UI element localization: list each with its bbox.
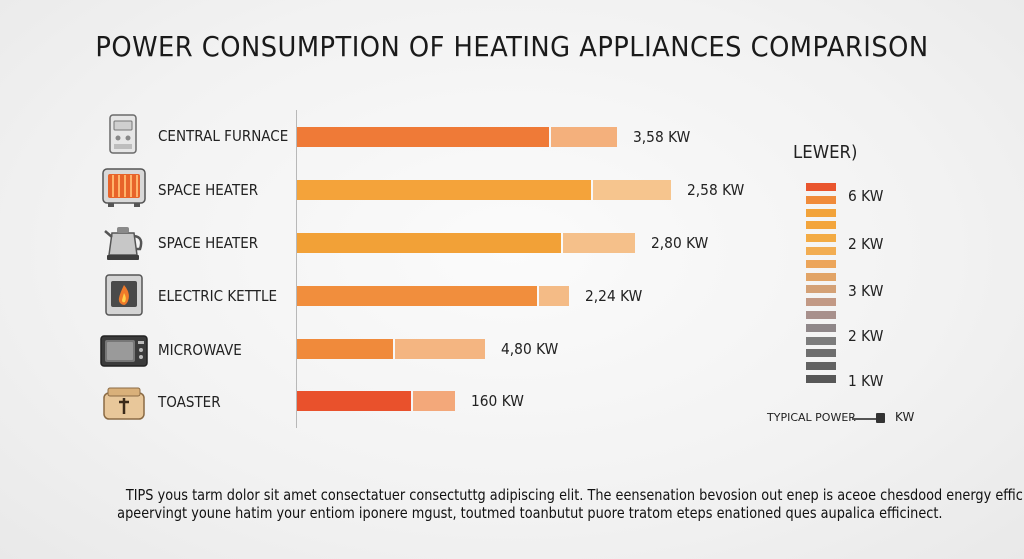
value-label-microwave: 4,80 KW	[501, 340, 559, 358]
bar-space-heater-1-typical	[297, 180, 591, 200]
typical-power-label: TYPICAL POWER	[767, 411, 856, 424]
legend-swatch	[806, 195, 836, 204]
legend-swatch	[806, 183, 836, 191]
bar-central-furnace-typical	[297, 127, 549, 147]
legend-swatch	[806, 375, 836, 383]
toaster-icon	[103, 387, 145, 420]
legend-swatch	[806, 323, 836, 332]
value-label-space-heater-1: 2,58 KW	[687, 181, 745, 199]
value-label-central-furnace: 3,58 KW	[633, 128, 691, 146]
legend-label-1kw: 1 KW	[848, 372, 884, 390]
bar-space-heater-1-range	[593, 180, 671, 200]
row-label-microwave: MICROWAVE	[158, 341, 242, 359]
legend-swatch	[806, 349, 836, 358]
bar-microwave-typical	[297, 339, 393, 359]
typical-power-unit: KW	[895, 410, 915, 424]
row-label-central-furnace: CENTRAL FURNACE	[158, 127, 289, 145]
legend-swatch	[806, 234, 836, 243]
legend-swatch	[806, 298, 836, 307]
furnace-icon	[109, 114, 137, 154]
tips-text-2: apeervingt youne hatim your entiom ipone…	[117, 504, 943, 522]
bar-electric-kettle-range	[539, 286, 569, 306]
legend-title: LEWER)	[793, 142, 858, 163]
row-label-space-heater-2: SPACE HEATER	[158, 234, 259, 252]
space-heater-icon	[102, 168, 146, 207]
typical-power-line	[852, 418, 876, 420]
legend-swatch	[806, 362, 836, 371]
legend-label-2kw-upper: 2 KW	[848, 235, 884, 253]
row-label-space-heater-1: SPACE HEATER	[158, 181, 259, 199]
legend-label-2kw-lower: 2 KW	[848, 327, 884, 345]
typical-power-marker-icon	[876, 413, 885, 423]
fireplace-heater-icon	[105, 274, 143, 316]
legend-swatch	[806, 336, 836, 345]
tips-text-1: TIPS yous tarm dolor sit amet consectatu…	[125, 486, 1024, 504]
legend-label-3kw: 3 KW	[848, 282, 884, 300]
legend-label-6kw: 6 KW	[848, 187, 884, 205]
bar-electric-kettle-typical	[297, 286, 537, 306]
bar-toaster-range	[413, 391, 455, 411]
legend-swatch	[806, 311, 836, 319]
legend-swatch	[806, 259, 836, 268]
legend-swatch	[806, 285, 836, 294]
legend-swatch	[806, 221, 836, 230]
tips-line-1: TIPS yous tarm dolor sit amet consectatu…	[50, 486, 1024, 504]
bar-toaster-typical	[297, 391, 411, 411]
legend-swatch	[806, 208, 836, 217]
bar-space-heater-2-typical	[297, 233, 561, 253]
row-label-toaster: TOASTER	[158, 393, 221, 411]
legend-swatch	[806, 272, 836, 281]
y-axis-line	[296, 110, 297, 428]
bar-central-furnace-range	[551, 127, 617, 147]
value-label-space-heater-2: 2,80 KW	[651, 234, 709, 252]
bar-space-heater-2-range	[563, 233, 635, 253]
value-label-toaster: 160 KW	[471, 392, 524, 410]
kettle-icon	[104, 227, 143, 260]
legend-swatch	[806, 247, 836, 255]
microwave-icon	[100, 335, 148, 367]
row-label-electric-kettle: ELECTRIC KETTLE	[158, 287, 278, 305]
tips-line-2: apeervingt youne hatim your entiom ipone…	[50, 504, 974, 522]
bar-microwave-range	[395, 339, 485, 359]
chart-title: POWER CONSUMPTION OF HEATING APPLIANCES …	[95, 30, 929, 63]
value-label-electric-kettle: 2,24 KW	[585, 287, 643, 305]
